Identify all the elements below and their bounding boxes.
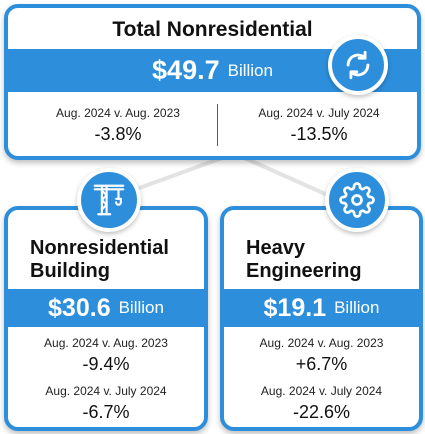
gear-icon <box>325 168 389 232</box>
engineering-yoy: Aug. 2024 v. Aug. 2023 +6.7% <box>224 336 419 375</box>
engineering-title: Heavy Engineering <box>246 237 362 283</box>
building-unit: Billion <box>118 298 164 317</box>
total-mom-value: -13.5% <box>290 124 348 144</box>
building-mom-label: Aug. 2024 v. July 2024 <box>45 384 167 398</box>
total-unit: Billion <box>227 60 273 80</box>
total-amount: $49.7 <box>152 55 220 85</box>
engineering-mom-value: -22.6% <box>292 402 351 422</box>
crane-icon <box>77 168 141 232</box>
engineering-yoy-label: Aug. 2024 v. Aug. 2023 <box>259 336 384 350</box>
building-title-line1: Nonresidential <box>30 237 169 259</box>
comparison-divider <box>217 104 218 146</box>
building-yoy-value: -9.4% <box>82 354 130 374</box>
building-yoy: Aug. 2024 v. Aug. 2023 -9.4% <box>8 336 204 375</box>
building-mom: Aug. 2024 v. July 2024 -6.7% <box>8 384 204 423</box>
building-amount-band: $30.6 Billion <box>8 289 204 327</box>
total-mom: Aug. 2024 v. July 2024 -13.5% <box>224 106 414 145</box>
building-yoy-label: Aug. 2024 v. Aug. 2023 <box>44 336 168 350</box>
heavy-engineering-card: Heavy Engineering $19.1 Billion Aug. 202… <box>220 206 423 431</box>
nonresidential-building-card: Nonresidential Building $30.6 Billion Au… <box>4 206 208 431</box>
total-yoy-label: Aug. 2024 v. Aug. 2023 <box>56 106 180 120</box>
engineering-unit: Billion <box>334 298 380 317</box>
refresh-icon <box>328 35 388 95</box>
engineering-amount: $19.1 <box>263 293 327 322</box>
engineering-mom-label: Aug. 2024 v. July 2024 <box>260 384 383 398</box>
engineering-title-line2: Engineering <box>246 260 362 282</box>
total-mom-label: Aug. 2024 v. July 2024 <box>258 106 380 120</box>
engineering-title-line1: Heavy <box>246 237 305 259</box>
building-title-line2: Building <box>30 260 110 282</box>
building-amount: $30.6 <box>48 293 111 322</box>
building-mom-value: -6.7% <box>82 402 130 422</box>
total-yoy: Aug. 2024 v. Aug. 2023 -3.8% <box>28 106 208 145</box>
engineering-amount-band: $19.1 Billion <box>224 289 419 327</box>
engineering-mom: Aug. 2024 v. July 2024 -22.6% <box>224 384 419 423</box>
engineering-yoy-value: +6.7% <box>295 354 348 374</box>
total-yoy-value: -3.8% <box>94 124 142 144</box>
building-title: Nonresidential Building <box>30 237 169 283</box>
total-title: Total Nonresidential <box>112 18 313 41</box>
